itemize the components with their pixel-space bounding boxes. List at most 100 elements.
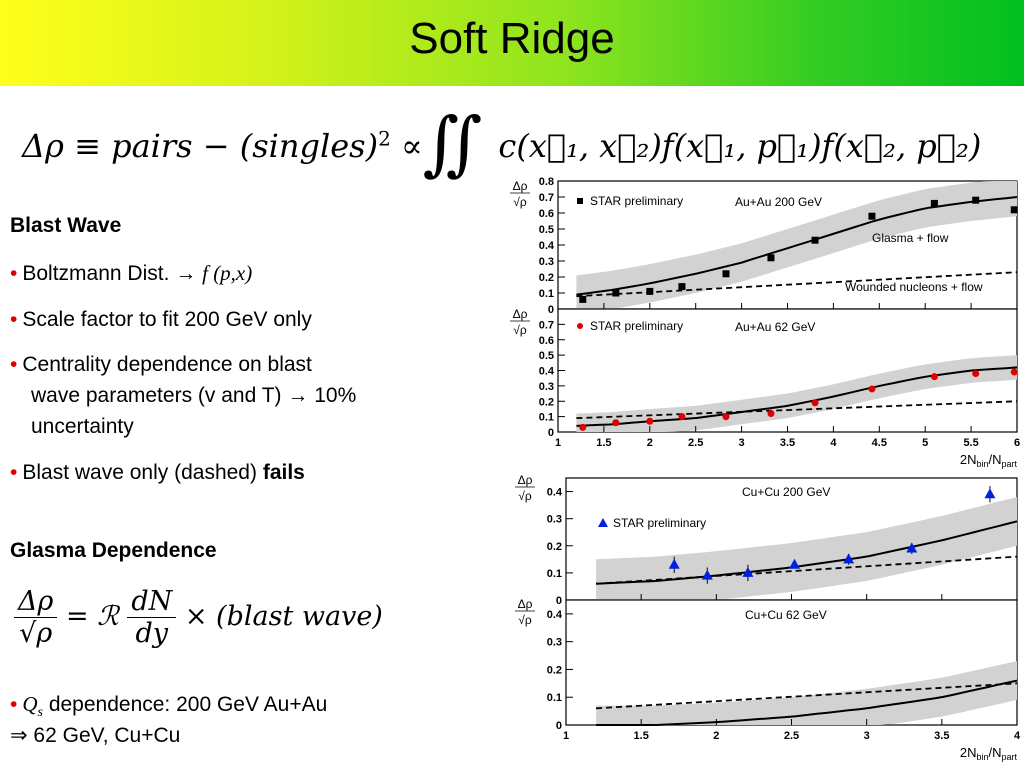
plot-frame <box>557 180 1018 310</box>
x-tick-label: 1 <box>563 730 569 742</box>
glasma-flow-curve <box>596 520 1018 585</box>
data-point <box>1010 368 1018 376</box>
data-point <box>612 289 620 297</box>
legend-label: STAR preliminary <box>590 319 683 333</box>
dn-dy-fraction: dN dy <box>127 586 177 649</box>
equation-prop: ∝ <box>400 127 423 165</box>
system-label: Cu+Cu 200 GeV <box>742 485 830 499</box>
y-tick-label: 0.3 <box>539 381 554 393</box>
uncertainty-band <box>596 497 1017 600</box>
glasma-flow-curve <box>596 679 1018 726</box>
bullet-dot: • <box>10 353 18 376</box>
uncertainty-band <box>576 355 1017 432</box>
y-tick-label: 0.8 <box>539 176 554 188</box>
x-tick-label: 3 <box>739 437 745 449</box>
y-tick-label: 0.1 <box>547 692 562 704</box>
y-tick-label: 0 <box>548 427 554 439</box>
y-tick-label: 0 <box>556 595 562 607</box>
y-tick-label: 0.1 <box>547 568 562 580</box>
bullet-scale-text: Scale factor to fit 200 GeV only <box>22 308 312 331</box>
x-tick-label: 2.5 <box>784 730 799 742</box>
data-point <box>579 423 587 431</box>
glasma-flow-curve <box>576 196 1018 296</box>
legend-label: STAR preliminary <box>613 516 706 530</box>
uncertainty-band <box>576 181 1017 309</box>
bullet-qs-dependence: • Qs dependence: 200 GeV Au+Au <box>10 692 327 721</box>
blast-wave-heading: Blast Wave <box>10 214 122 237</box>
data-point <box>843 553 855 564</box>
system-label: Au+Au 200 GeV <box>735 195 822 209</box>
arrow-symbol: → <box>175 262 197 285</box>
system-label: Au+Au 62 GeV <box>735 320 815 334</box>
data-point <box>579 295 587 303</box>
y-tick-label: 0.5 <box>539 350 554 362</box>
data-point <box>646 417 654 425</box>
data-point <box>722 413 730 421</box>
bullet-dot: • <box>10 262 18 285</box>
bullet-centrality-line3: uncertainty <box>31 415 134 438</box>
data-point <box>930 199 938 207</box>
annotation-wounded-nucleons: Wounded nucleons + flow <box>845 280 983 294</box>
data-point <box>612 419 620 427</box>
x-tick-label: 3.5 <box>934 730 949 742</box>
plot-frame <box>565 477 1018 601</box>
y-tick-label: 0.2 <box>539 272 554 284</box>
glasma-equation: Δρ √ρ = ℛ dN dy × (blast wave) <box>14 586 383 649</box>
y-tick-label: 0.6 <box>539 335 554 347</box>
x-tick-label: 2.5 <box>688 437 703 449</box>
y-tick-label: 0.4 <box>547 609 563 621</box>
wounded-nucleons-curve <box>576 271 1018 298</box>
data-point <box>1010 206 1018 214</box>
y-tick-label: 0.4 <box>547 487 563 499</box>
qs-subscript: s <box>37 705 43 721</box>
glasma-heading: Glasma Dependence <box>10 539 217 562</box>
x-tick-label: 1 <box>555 437 561 449</box>
y-axis-label-num: Δρ <box>518 597 533 611</box>
y-axis-label-den: √ρ <box>518 489 532 503</box>
dn-numerator: dN <box>127 586 177 618</box>
data-point <box>984 488 996 499</box>
y-tick-label: 0 <box>548 304 554 316</box>
glasma-flow-curve <box>576 366 1018 427</box>
y-axis-label-den: √ρ <box>513 323 527 337</box>
equation-lhs: Δρ ≡ pairs − (singles) <box>22 127 379 165</box>
y-axis-label-den: √ρ <box>513 195 527 209</box>
data-point <box>722 270 730 278</box>
bullet-dot: • <box>10 308 18 331</box>
equation-power: 2 <box>378 126 391 151</box>
data-point <box>930 373 938 381</box>
bullet-centrality: • Centrality dependence on blast <box>10 353 312 377</box>
x-tick-label: 4 <box>1014 730 1021 742</box>
bullet-dot: • <box>10 693 18 716</box>
y-tick-label: 0.2 <box>547 664 562 676</box>
uncertainty-band <box>596 661 1017 725</box>
bullet-fails-text: Blast wave only (dashed) <box>22 461 263 484</box>
y-tick-label: 0.5 <box>539 224 554 236</box>
bullet-scale-factor: • Scale factor to fit 200 GeV only <box>10 308 312 332</box>
data-point <box>868 385 876 393</box>
x-axis-label: 2Nbin/Npart <box>960 452 1018 469</box>
data-point <box>701 569 713 580</box>
data-point <box>678 283 686 291</box>
equals-r: = ℛ <box>65 601 119 632</box>
y-tick-label: 0.3 <box>547 514 562 526</box>
legend-marker <box>598 518 608 527</box>
x-tick-label: 3 <box>864 730 870 742</box>
y-tick-label: 0.7 <box>539 319 554 331</box>
data-point <box>789 558 801 569</box>
bullet-boltzmann-text: Boltzmann Dist. <box>22 262 170 285</box>
data-point <box>811 236 819 244</box>
delta-rho-equation: Δρ ≡ pairs − (singles)2 ∝∬ c(x⃗₁, x⃗₂)f(… <box>22 92 981 184</box>
y-tick-label: 0.6 <box>539 208 554 220</box>
data-point <box>767 410 775 418</box>
fraction-denominator: √ρ <box>19 618 53 649</box>
data-point <box>906 542 918 553</box>
y-axis-label-num: Δρ <box>513 307 528 321</box>
qs-line1: dependence: 200 GeV Au+Au <box>42 693 328 716</box>
data-point <box>678 413 686 421</box>
data-point <box>646 287 654 295</box>
x-tick-label: 6 <box>1014 437 1020 449</box>
y-axis-label-num: Δρ <box>518 473 533 487</box>
bullet-boltzmann: • Boltzmann Dist. → f (p,x) <box>10 261 252 286</box>
x-tick-label: 4 <box>830 437 837 449</box>
